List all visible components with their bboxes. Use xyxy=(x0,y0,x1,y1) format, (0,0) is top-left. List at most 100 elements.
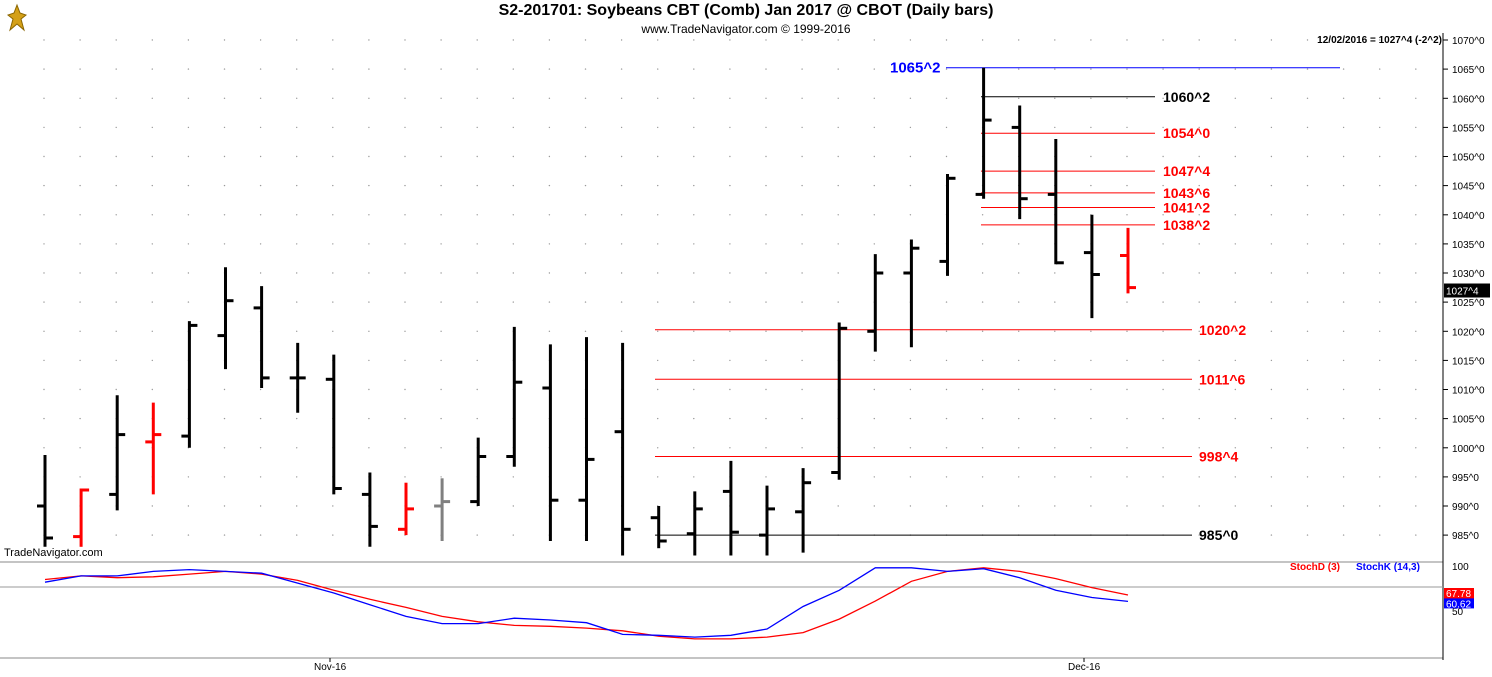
grid-dot xyxy=(368,243,370,245)
grid-dot xyxy=(729,330,731,332)
date-axis: Nov-16 Dec-16 xyxy=(314,658,1101,673)
grid-dot xyxy=(476,388,478,391)
grid-dot xyxy=(729,184,731,187)
grid-dot xyxy=(404,97,406,100)
grid-dot xyxy=(873,388,875,391)
grid-dot xyxy=(1342,388,1345,391)
grid-dot xyxy=(657,447,659,449)
grid-dot xyxy=(945,417,948,420)
grid-dot xyxy=(873,476,875,478)
grid-dot xyxy=(1054,505,1056,507)
ohlc-bar xyxy=(614,342,631,556)
grid-dot xyxy=(1234,39,1237,41)
level-label: 1047^4 xyxy=(1163,163,1210,179)
price-tick-label: 1010^0 xyxy=(1452,386,1485,397)
grid-dot xyxy=(945,476,948,478)
grid-dot xyxy=(657,330,659,332)
grid-dot xyxy=(476,330,478,332)
grid-dot xyxy=(1126,184,1128,187)
grid-dot xyxy=(1306,417,1309,420)
grid-dot xyxy=(548,214,551,216)
grid-dot xyxy=(729,97,731,100)
grid-dot xyxy=(1342,184,1345,187)
grid-dot xyxy=(1306,184,1309,187)
grid-dot xyxy=(259,39,262,41)
grid-dot xyxy=(1234,534,1237,536)
grid-dot xyxy=(259,388,262,391)
ohlc-bar xyxy=(1120,227,1136,294)
grid-dot xyxy=(404,272,406,274)
grid-dot xyxy=(981,272,984,274)
grid-dot xyxy=(1234,126,1237,129)
ohlc-bar xyxy=(759,485,775,556)
grid-dot xyxy=(332,39,334,41)
grid-dot xyxy=(1162,359,1164,362)
grid-dot xyxy=(1234,359,1237,362)
grid-dot xyxy=(1379,68,1381,70)
grid-dot xyxy=(332,97,334,100)
grid-dot xyxy=(657,417,659,420)
grid-dot xyxy=(404,243,406,245)
ohlc-bar xyxy=(867,254,884,352)
grid-dot xyxy=(1379,447,1381,449)
grid-dot xyxy=(584,126,587,129)
grid-dot xyxy=(43,214,45,216)
grid-dot xyxy=(981,417,984,420)
grid-dot xyxy=(1270,243,1273,245)
grid-dot xyxy=(1198,39,1200,41)
grid-dot xyxy=(223,534,226,536)
ohlc-bar xyxy=(434,478,451,541)
grid-dot xyxy=(909,447,912,449)
grid-dot xyxy=(259,476,262,478)
grid-dot xyxy=(729,272,731,274)
ohlc-bar xyxy=(542,344,559,541)
grid-dot xyxy=(187,272,190,274)
grid-dot xyxy=(1018,97,1020,100)
grid-dot xyxy=(476,97,478,100)
grid-dot xyxy=(548,155,551,158)
grid-dot xyxy=(1270,97,1273,100)
grid-dot xyxy=(873,184,875,187)
grid-dot xyxy=(440,243,442,245)
grid-dot xyxy=(548,330,551,332)
grid-dot xyxy=(1198,126,1200,129)
grid-dot xyxy=(223,39,226,41)
grid-dot xyxy=(1306,476,1309,478)
grid-dot xyxy=(909,214,912,216)
grid-dot xyxy=(620,272,623,274)
grid-dot xyxy=(1415,243,1417,245)
grid-dot xyxy=(1090,388,1092,391)
ohlc-bar xyxy=(217,267,234,370)
grid-dot xyxy=(801,243,803,245)
grid-dot xyxy=(945,301,948,303)
grid-dot xyxy=(368,417,370,420)
grid-dot xyxy=(296,272,298,274)
ohlc-bar xyxy=(1011,105,1028,220)
grid-dot xyxy=(1126,39,1128,41)
grid-dot xyxy=(1126,330,1128,332)
grid-dot xyxy=(79,39,81,41)
grid-dot xyxy=(512,272,514,274)
grid-dot xyxy=(1415,272,1417,274)
grid-dot xyxy=(332,272,334,274)
grid-dot xyxy=(476,68,478,70)
ohlc-bar xyxy=(578,337,595,541)
grid-dot xyxy=(223,68,226,70)
grid-dot xyxy=(115,243,117,245)
grid-dot xyxy=(873,97,875,100)
grid-dot xyxy=(440,388,442,391)
grid-dot xyxy=(801,417,803,420)
grid-dot xyxy=(296,505,298,507)
ohlc-bar xyxy=(903,239,920,348)
grid-dot xyxy=(1234,272,1237,274)
grid-dot xyxy=(1234,97,1237,100)
grid-dot xyxy=(981,39,984,41)
grid-dot xyxy=(1234,388,1237,391)
grid-dot xyxy=(693,155,695,158)
grid-dot xyxy=(1126,68,1128,70)
grid-dot xyxy=(1342,534,1345,536)
grid-dot xyxy=(368,97,370,100)
ohlc-bar xyxy=(975,67,992,199)
grid-dot xyxy=(332,330,334,332)
grid-dot xyxy=(43,272,45,274)
